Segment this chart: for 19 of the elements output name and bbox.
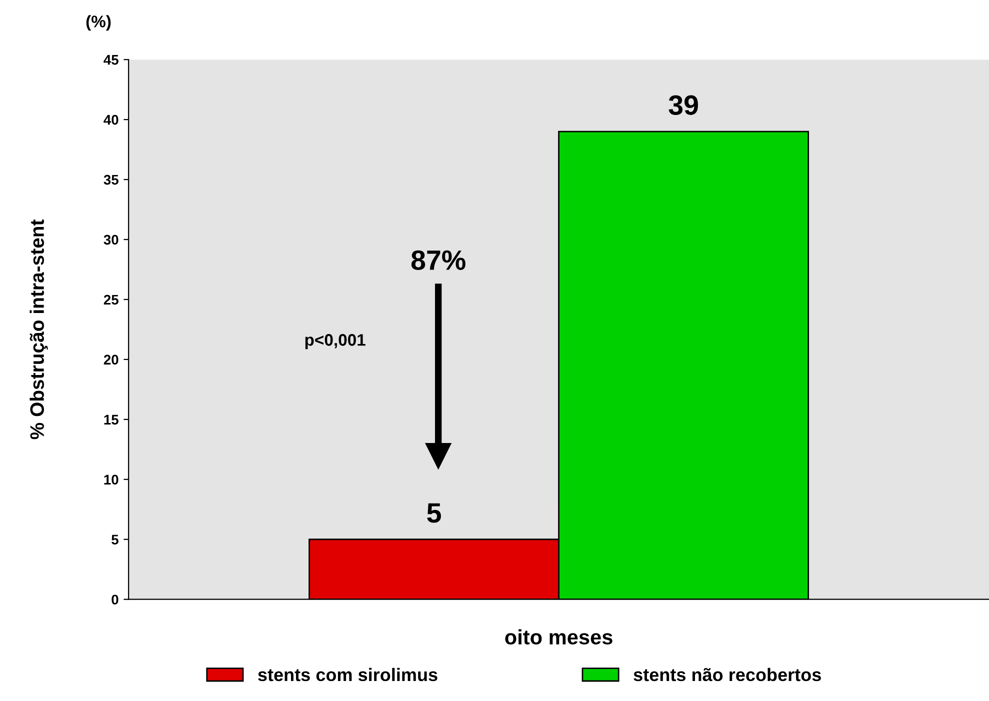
data-label: 39	[668, 95, 698, 115]
y-tick-label: 10	[104, 474, 118, 485]
annotation: 87%	[411, 250, 466, 270]
text: (%)	[86, 15, 111, 31]
y-tick-label: 45	[104, 55, 118, 65]
y-tick-label: 5	[112, 534, 118, 545]
annotation: p<0,001	[305, 334, 366, 350]
legend-label: stents não recobertos	[634, 668, 821, 682]
y-tick-label: 30	[104, 234, 118, 245]
data-label: 5	[427, 503, 441, 523]
y-tick-label: 35	[104, 174, 118, 185]
x-axis-title: oito meses	[505, 629, 612, 645]
y-tick-label: 20	[104, 354, 118, 365]
y-axis-title: % Obstrução intra-stent	[30, 220, 48, 440]
legend-label: stents com sirolimus	[258, 668, 438, 682]
y-tick-label: 0	[112, 594, 118, 605]
y-tick-label: 25	[104, 294, 118, 305]
y-tick-label: 15	[104, 414, 118, 425]
y-tick-label: 40	[104, 114, 118, 125]
